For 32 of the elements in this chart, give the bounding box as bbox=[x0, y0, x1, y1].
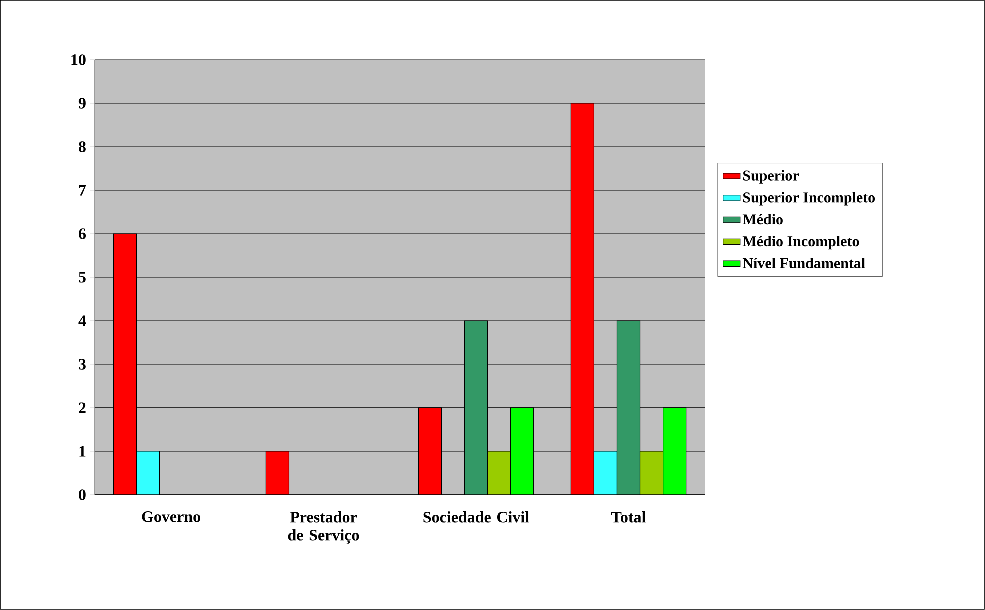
x-tick-label: Prestador de Serviço bbox=[288, 512, 360, 544]
y-tick-label: 7 bbox=[79, 185, 86, 196]
y-tick-label: 6 bbox=[79, 228, 86, 240]
y-tick-label: 9 bbox=[78, 98, 86, 109]
y-tick-label: 0 bbox=[79, 490, 86, 500]
bar bbox=[136, 451, 160, 495]
bar bbox=[464, 320, 488, 495]
y-tick-label: 8 bbox=[79, 142, 86, 152]
bar bbox=[570, 103, 595, 495]
bar bbox=[487, 451, 512, 495]
y-tick-label: 5 bbox=[79, 272, 86, 283]
bar bbox=[640, 451, 664, 495]
y-tick-label: 10 bbox=[72, 54, 86, 66]
bar bbox=[113, 234, 138, 495]
legend-label: Médio bbox=[742, 214, 783, 225]
bar bbox=[662, 408, 687, 495]
x-tick-label: Governo bbox=[142, 512, 200, 522]
bar bbox=[616, 320, 641, 495]
x-tick-label: Total bbox=[612, 512, 646, 523]
y-tick-label: 3 bbox=[79, 359, 86, 370]
bar bbox=[418, 408, 442, 495]
legend-label: Superior Incompleto bbox=[743, 192, 876, 206]
bar bbox=[510, 408, 534, 495]
y-tick-label: 4 bbox=[78, 316, 86, 326]
legend-label: Médio Incompleto bbox=[742, 236, 860, 250]
y-tick-label: 1 bbox=[80, 446, 86, 457]
legend-label: Superior bbox=[743, 170, 800, 184]
y-tick-label: 2 bbox=[79, 402, 86, 414]
legend-label: Nível Fundamental bbox=[742, 258, 866, 269]
bar bbox=[594, 451, 618, 495]
bar bbox=[266, 451, 290, 495]
x-tick-label: Sociedade Civil bbox=[424, 512, 530, 523]
